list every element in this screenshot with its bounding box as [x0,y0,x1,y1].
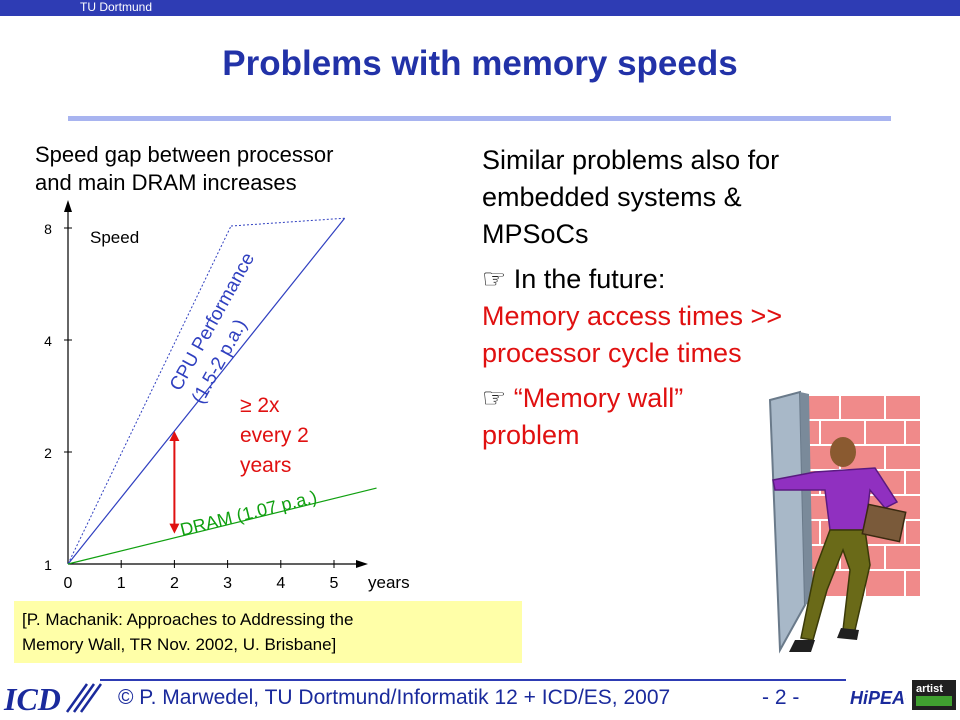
chart-heading-line2: and main DRAM increases [35,170,297,195]
title-underline [68,116,891,121]
briefcase [861,503,907,543]
icd-logo-text: ICD [3,681,61,716]
right-text-block: Similar problems also for embedded syste… [482,142,852,462]
gap-annotation-line: years [240,454,291,477]
top-bar [0,0,960,16]
slide-title: Problems with memory speeds [222,44,738,83]
bullet-future-red2: processor cycle times [482,338,742,368]
x-tick-label: 1 [117,575,126,592]
artist-logo-text: artist [916,683,943,695]
cpu-band-cap [230,217,345,227]
pointing-hand-icon: ☞ [482,383,507,413]
man-trousers [800,529,871,641]
page-number: - 2 - [762,686,800,709]
cpu-series-line [67,217,346,565]
y-axis-arrow [64,200,72,212]
citation-text: [P. Machanik: Approaches to Addressing t… [22,607,522,657]
x-tick-label: 4 [276,575,285,592]
x-tick-label: 0 [64,575,73,592]
y-tick-label: 8 [44,221,52,237]
memory-wall-figure [768,390,920,654]
citation-line1: [P. Machanik: Approaches to Addressing t… [22,610,354,629]
bullet-future: ☞ In the future: Memory access times >> … [482,261,852,372]
door-panel [768,390,807,654]
gap-annotation-line: ≥ 2x [240,394,280,417]
x-axis-arrow [356,560,368,568]
dram-series-label: DRAM (1.07 p.a.) [178,487,319,540]
citation-line2: Memory Wall, TR Nov. 2002, U. Brisbane] [22,635,337,654]
man-shoe-left [789,640,815,652]
y-tick-label: 1 [44,557,52,573]
bullet-future-lead: In the future: [506,264,666,294]
artist-logo: artist [912,680,956,710]
dram-series-line [67,487,377,565]
y-tick-label: 4 [44,333,52,349]
citation-box [14,601,522,663]
intro-line1: Similar problems also for [482,145,780,175]
hipeac-logo: HiPEAC [846,678,906,714]
icd-logo-stripes [65,683,102,713]
memory-wall-quote: “Memory wall” [506,383,684,413]
footer-rule [100,679,860,681]
icd-logo: ICD [3,681,102,716]
y-tick-label: 2 [44,445,52,461]
x-axis-label: years [368,573,410,592]
chart-heading: Speed gap between processor and main DRA… [35,141,333,197]
bullet-future-red1: Memory access times >> [482,301,783,331]
hipeac-logo-text: HiPEAC [850,688,906,708]
chart-heading-line1: Speed gap between processor [35,142,334,167]
intro-line2: embedded systems & [482,182,742,212]
gap-annotation-line: every 2 [240,424,309,447]
gap-arrow-head-down [169,523,180,534]
intro-line3: MPSoCs [482,219,589,249]
door-edge [800,392,813,605]
gap-arrow-head-up [169,431,180,442]
man-shoe-right [837,628,859,640]
bullet-memory-wall: ☞ “Memory wall” problem [482,380,852,454]
intro-paragraph: Similar problems also for embedded syste… [482,142,852,253]
cpu-band-upper [67,225,232,565]
x-tick-label: 3 [223,575,232,592]
org-label: TU Dortmund [80,0,153,14]
x-tick-label: 2 [170,575,179,592]
chart-axes [64,200,368,568]
chart-series [67,217,377,565]
y-axis-label: Speed [90,228,139,247]
footer-author: © P. Marwedel, TU Dortmund/Informatik 12… [118,686,671,709]
x-tick-label: 5 [330,575,339,592]
memory-wall-tail: problem [482,420,580,450]
man-head [830,437,856,467]
pointing-hand-icon: ☞ [482,264,507,294]
